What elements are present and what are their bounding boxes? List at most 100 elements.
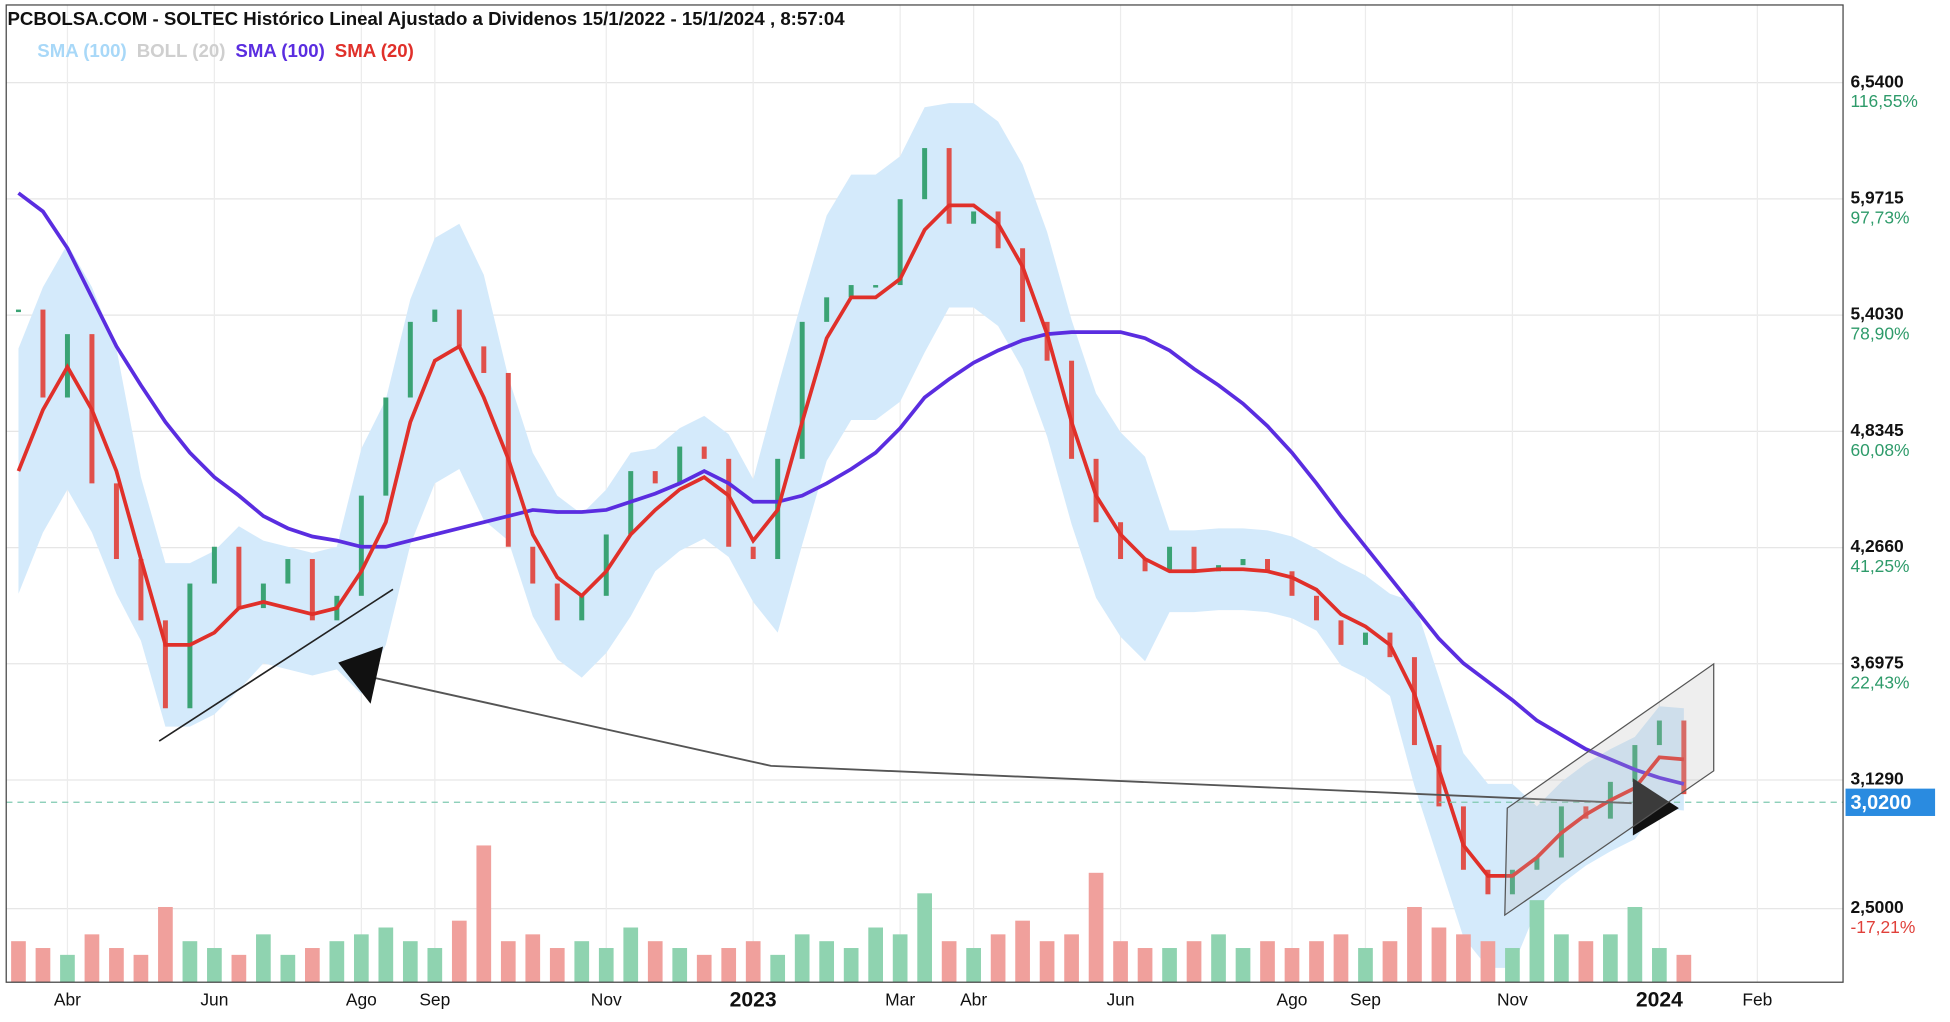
volume-bar bbox=[843, 948, 859, 983]
drawings bbox=[158, 588, 1715, 917]
price-bar bbox=[824, 297, 830, 322]
legend-entry: BOLL (20) bbox=[137, 40, 226, 61]
price-bar bbox=[1044, 321, 1050, 361]
volume-bar bbox=[182, 941, 198, 983]
volume-bar bbox=[1064, 934, 1079, 983]
volume-bar bbox=[868, 927, 883, 983]
x-tick-label: Ago bbox=[1277, 989, 1308, 1009]
volume-bar bbox=[1039, 941, 1055, 983]
price-bar bbox=[211, 546, 217, 584]
price-bar bbox=[1460, 806, 1466, 870]
price-bar bbox=[1656, 720, 1662, 746]
x-tick-label: Jun bbox=[200, 989, 228, 1009]
volume-bar bbox=[427, 948, 443, 983]
volume-bar bbox=[1676, 954, 1692, 983]
arrow-head bbox=[338, 646, 384, 704]
price-bar bbox=[897, 199, 903, 286]
volume-bar bbox=[207, 948, 222, 983]
x-tick-label: Mar bbox=[885, 989, 915, 1009]
price-bar bbox=[138, 559, 144, 621]
sma-line bbox=[17, 191, 1685, 786]
price-bar bbox=[848, 285, 854, 298]
pct-tick-label: 116,55% bbox=[1851, 91, 1918, 111]
price-bar bbox=[799, 321, 805, 459]
arrow-head bbox=[1632, 778, 1679, 836]
pct-tick-label: 60,08% bbox=[1851, 440, 1910, 460]
volume-bar bbox=[574, 941, 590, 983]
plot-frame bbox=[5, 4, 1844, 983]
price-bar bbox=[285, 559, 291, 584]
price-bar bbox=[309, 559, 315, 621]
price-bar bbox=[995, 211, 1001, 249]
volume-bar bbox=[1088, 872, 1104, 983]
volume-bar bbox=[892, 934, 908, 983]
price-bar bbox=[1411, 657, 1417, 746]
price-bar bbox=[456, 309, 462, 347]
volume-bar bbox=[966, 948, 981, 983]
y-tick-label: 3,1290 bbox=[1851, 769, 1904, 789]
volume-bar bbox=[672, 948, 688, 983]
price-bar bbox=[701, 446, 707, 459]
price-bar bbox=[726, 458, 732, 547]
volume-bar bbox=[305, 948, 320, 983]
y-tick-label: 3,6975 bbox=[1851, 652, 1905, 672]
x-tick-label: Ago bbox=[346, 989, 377, 1009]
marks-layer bbox=[6, 148, 1844, 983]
price-bar bbox=[1534, 857, 1540, 870]
volume-bar bbox=[1162, 948, 1177, 983]
volume-bar bbox=[11, 941, 26, 983]
x-tick-label: Jun bbox=[1107, 989, 1135, 1009]
price-bar bbox=[1362, 632, 1368, 645]
volume-bar bbox=[819, 941, 835, 983]
volume-bar bbox=[1309, 941, 1324, 983]
volume-bar bbox=[231, 954, 247, 983]
volume-bar bbox=[60, 954, 75, 983]
price-bar bbox=[407, 321, 413, 398]
price-bar bbox=[113, 483, 119, 560]
volume-bar bbox=[1431, 927, 1447, 983]
price-bar bbox=[922, 148, 928, 200]
trend-line bbox=[158, 588, 394, 742]
legend-entry: SMA (100) bbox=[235, 40, 324, 61]
volume-bar bbox=[402, 941, 418, 983]
price-bar bbox=[971, 211, 977, 224]
volume-bar bbox=[1456, 934, 1471, 983]
volume-bar bbox=[745, 941, 761, 983]
volume-bar bbox=[35, 948, 51, 983]
volume-bar bbox=[1358, 948, 1373, 983]
volume-bar bbox=[1186, 941, 1202, 983]
volume-bar bbox=[990, 934, 1006, 983]
volume-bar bbox=[133, 954, 149, 983]
price-bar bbox=[1509, 869, 1515, 895]
price-bar bbox=[1069, 360, 1075, 459]
volume-bar bbox=[647, 941, 663, 983]
x-tick-label: Sep bbox=[419, 989, 450, 1009]
price-bar bbox=[1118, 522, 1124, 560]
price-bar bbox=[554, 583, 560, 621]
volume-bar bbox=[1554, 934, 1569, 983]
pct-tick-label: 22,43% bbox=[1851, 672, 1910, 692]
volume-bar bbox=[1113, 941, 1128, 983]
sma-line bbox=[16, 203, 1685, 878]
x-tick-label: Feb bbox=[1742, 989, 1772, 1009]
channel bbox=[1504, 662, 1715, 917]
y-tick-label: 4,2660 bbox=[1851, 536, 1904, 556]
volume-bar bbox=[353, 934, 369, 983]
price-bar bbox=[481, 346, 487, 373]
volume-bar bbox=[1627, 906, 1643, 983]
price-bar bbox=[579, 595, 585, 621]
y-tick-label: 2,5000 bbox=[1851, 897, 1904, 917]
volume-bar bbox=[696, 954, 712, 983]
price-bar bbox=[652, 471, 658, 484]
volume-bar bbox=[1211, 934, 1226, 983]
pct-tick-label: 78,90% bbox=[1851, 324, 1910, 344]
volume-bar bbox=[1505, 948, 1520, 983]
price-bar bbox=[15, 309, 21, 313]
axis-layer: 6,5400 5,9715 5,4030 4,8345 4,2660 3,6975 3,12… bbox=[37, 40, 1936, 1011]
price-bar bbox=[873, 285, 879, 288]
price-bar bbox=[260, 583, 266, 609]
volume-bar bbox=[109, 948, 124, 983]
volume-bar bbox=[598, 948, 614, 983]
pct-tick-label: -17,21% bbox=[1851, 917, 1916, 937]
